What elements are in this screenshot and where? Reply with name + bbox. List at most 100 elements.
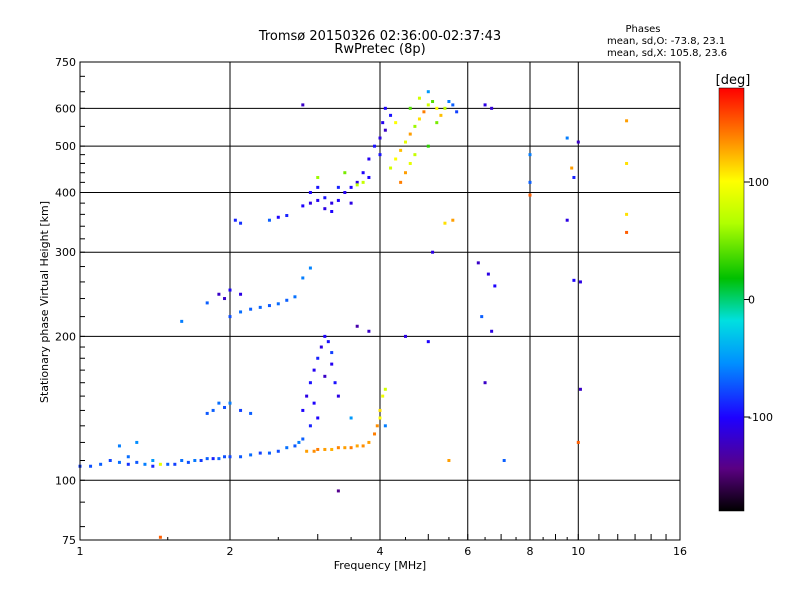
data-point [158,462,162,466]
data-point [249,453,253,457]
data-point [570,166,574,170]
data-point [239,455,243,459]
data-point [301,276,305,280]
data-point [217,292,221,296]
data-point [267,304,271,308]
data-point [323,207,327,211]
x-tick-label: 1 [77,545,84,558]
data-point [301,408,305,412]
data-point [381,121,385,125]
data-point [99,462,103,466]
data-point [308,424,312,428]
data-point [336,198,340,202]
data-point [293,444,297,448]
data-point [431,250,435,254]
data-point [330,351,334,355]
data-point [578,387,582,391]
data-point [399,148,403,152]
data-point [383,424,387,428]
data-point [249,411,253,415]
data-point [312,368,316,372]
data-point [528,193,532,197]
data-point [378,416,382,420]
data-point [343,446,347,450]
data-point [389,113,393,117]
data-point [426,103,430,107]
data-point [135,440,139,444]
data-point [435,106,439,110]
data-point [625,119,629,123]
data-point [336,489,340,493]
data-point [228,288,232,292]
data-point [394,121,398,125]
data-point [166,462,170,466]
colorbar [718,87,745,512]
data-point [349,446,353,450]
data-point [330,201,334,205]
data-point [625,230,629,234]
data-point [293,295,297,299]
data-point [528,153,532,157]
plot-grid [80,62,680,540]
data-point [361,444,365,448]
data-point [267,451,271,455]
data-point [355,444,359,448]
data-point [301,204,305,208]
data-point [480,315,484,319]
data-point [483,381,487,385]
data-point [383,128,387,132]
colorbar-ticks: -100 0 100 [744,176,773,424]
data-point [367,175,371,179]
data-point [239,408,243,412]
data-point [193,458,197,462]
data-point [490,106,494,110]
data-point [355,183,359,187]
data-point [285,446,289,450]
data-point [502,458,506,462]
y-tick-label: 200 [55,330,76,343]
y-axis-label: Stationary phase Virtual Height [km] [38,201,51,403]
chart-subtitle: RwPretec (8p) [334,42,425,57]
data-point [323,196,327,200]
data-point [349,416,353,420]
data-point [349,201,353,205]
data-point [426,144,430,148]
data-point [180,319,184,323]
x-axis-label: Frequency [MHz] [334,559,426,572]
data-point [316,416,320,420]
data-point [117,444,121,448]
data-point [572,278,576,282]
stats-x-line: mean, sd,X: 105.8, 23.6 [607,48,727,59]
data-point [301,437,305,441]
data-point [625,212,629,216]
data-point [426,340,430,344]
data-point [151,464,155,468]
y-tick-label: 400 [55,186,76,199]
x-tick-label: 4 [377,545,384,558]
data-point [151,458,155,462]
data-point [308,266,312,270]
data-point [312,401,316,405]
data-point [223,297,227,301]
data-point [572,175,576,179]
colorbar-label: [deg] [716,73,751,88]
data-point [308,201,312,205]
data-point [126,455,130,459]
data-point [435,121,439,125]
data-point [455,110,459,114]
y-tick-label: 300 [55,246,76,259]
data-point [180,458,184,462]
data-point [361,171,365,175]
data-point [383,387,387,391]
data-point [305,394,309,398]
data-point [276,302,280,306]
data-point [217,401,221,405]
data-point [426,90,430,94]
data-point [336,394,340,398]
data-point [223,405,227,409]
data-point [333,381,337,385]
data-point [399,180,403,184]
data-point [447,100,451,104]
data-point [267,218,271,222]
data-point [375,424,379,428]
